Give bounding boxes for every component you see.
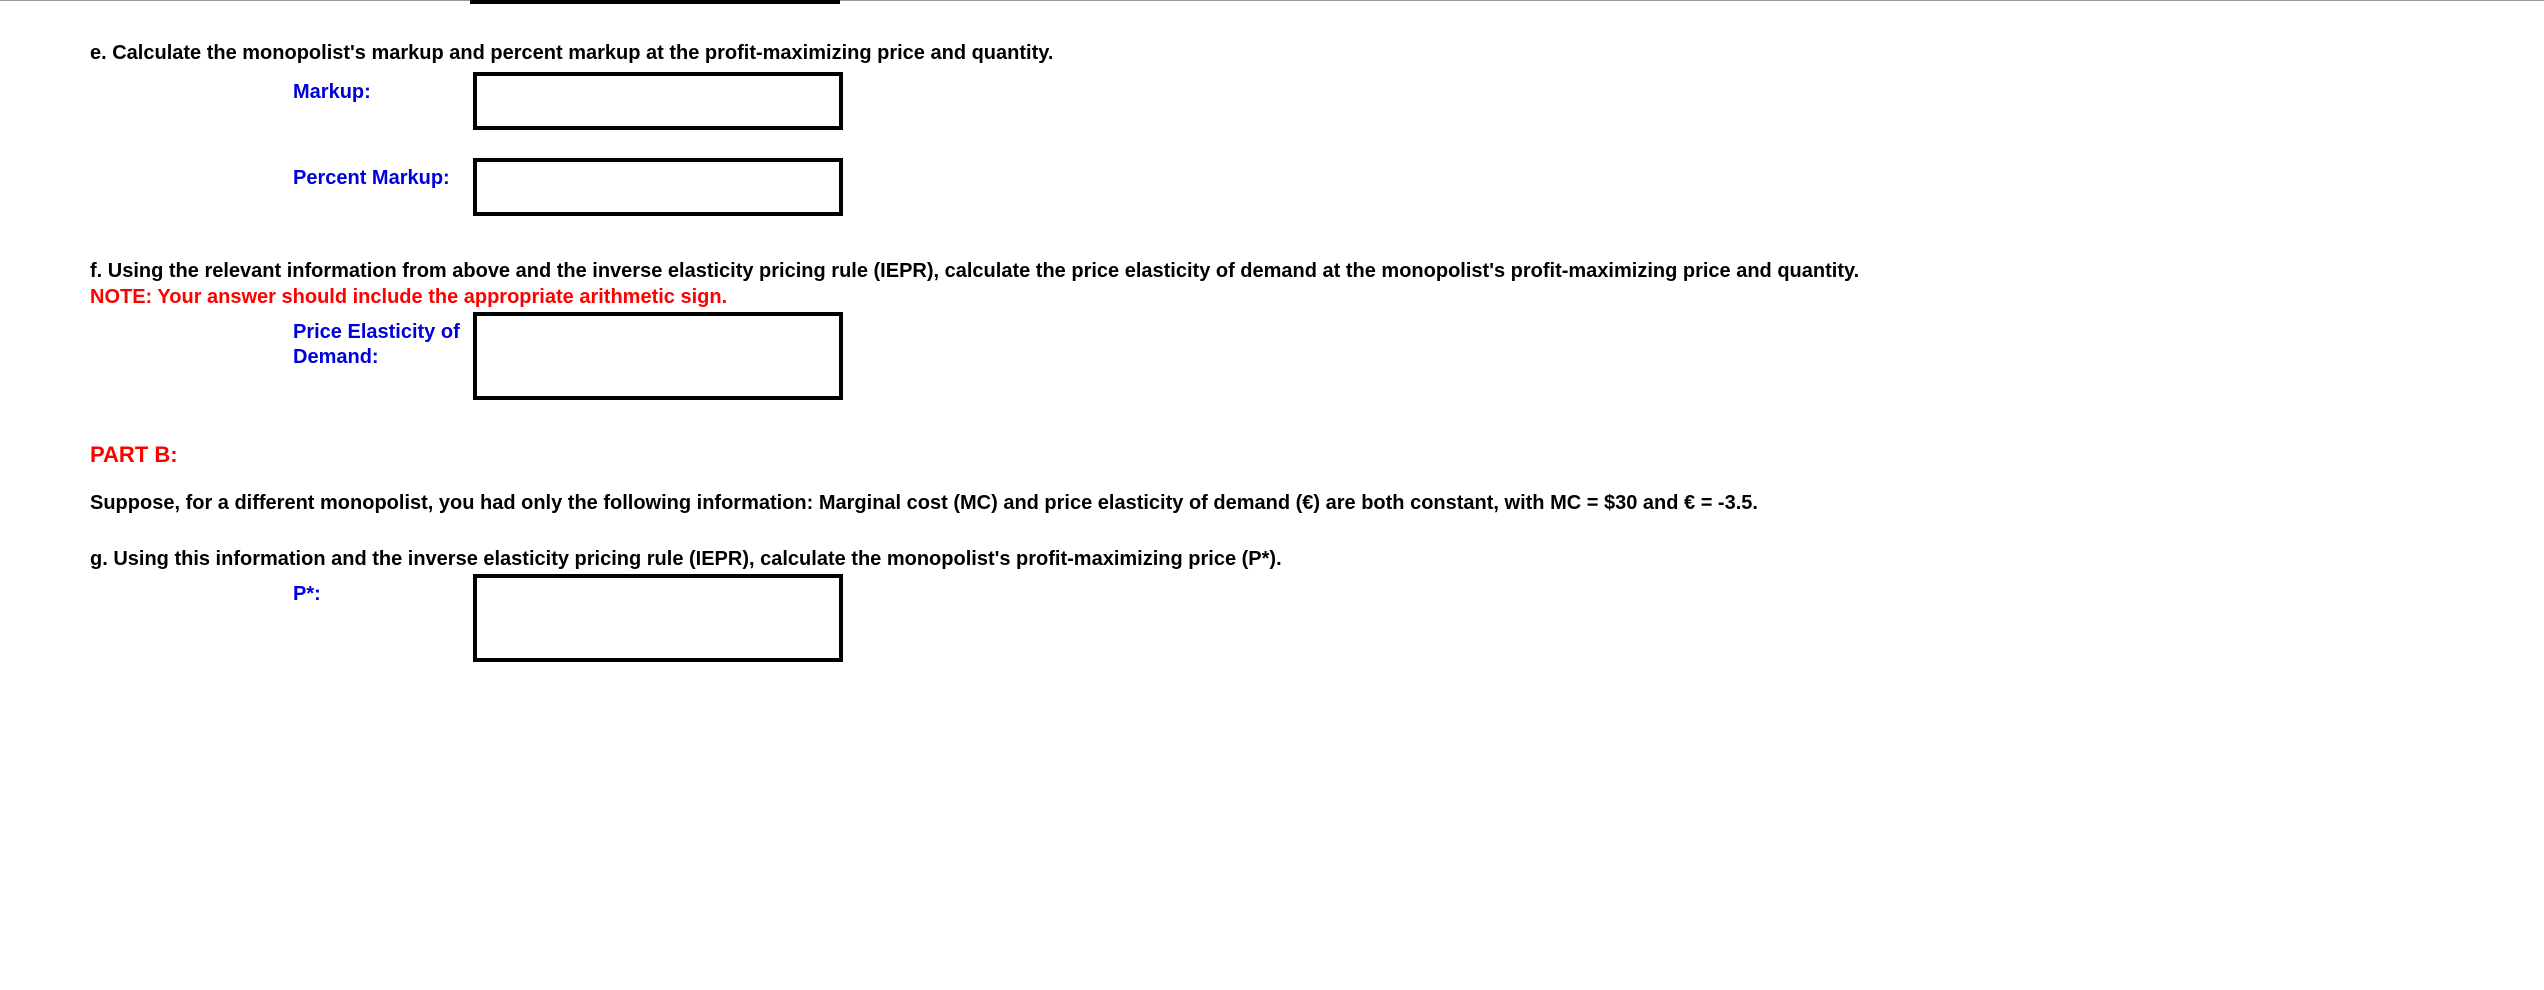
pstar-input[interactable] [473, 574, 843, 662]
question-e-block: e. Calculate the monopolist's markup and… [90, 40, 2454, 216]
part-b-heading: PART B: [90, 442, 2454, 468]
elasticity-row: Price Elasticity of Demand: [90, 312, 2454, 400]
markup-row: Markup: [90, 72, 2454, 130]
question-g-block: g. Using this information and the invers… [90, 546, 2454, 662]
markup-input[interactable] [473, 72, 843, 130]
question-f-block: f. Using the relevant information from a… [90, 258, 2454, 400]
question-g-prompt: g. Using this information and the invers… [90, 546, 2454, 572]
question-f-note: NOTE: Your answer should include the app… [90, 284, 2454, 310]
elasticity-input[interactable] [473, 312, 843, 400]
question-f-prompt: f. Using the relevant information from a… [90, 258, 2454, 284]
page-top-border [0, 0, 2544, 1]
question-e-prompt: e. Calculate the monopolist's markup and… [90, 40, 2454, 66]
pstar-label: P*: [293, 574, 473, 607]
pstar-row: P*: [90, 574, 2454, 662]
markup-label: Markup: [293, 72, 473, 105]
part-b-intro: Suppose, for a different monopolist, you… [90, 490, 2454, 516]
percent-markup-label: Percent Markup: [293, 158, 473, 191]
previous-input-bottom-edge [470, 0, 840, 4]
percent-markup-row: Percent Markup: [90, 158, 2454, 216]
elasticity-label: Price Elasticity of Demand: [293, 312, 473, 370]
percent-markup-input[interactable] [473, 158, 843, 216]
